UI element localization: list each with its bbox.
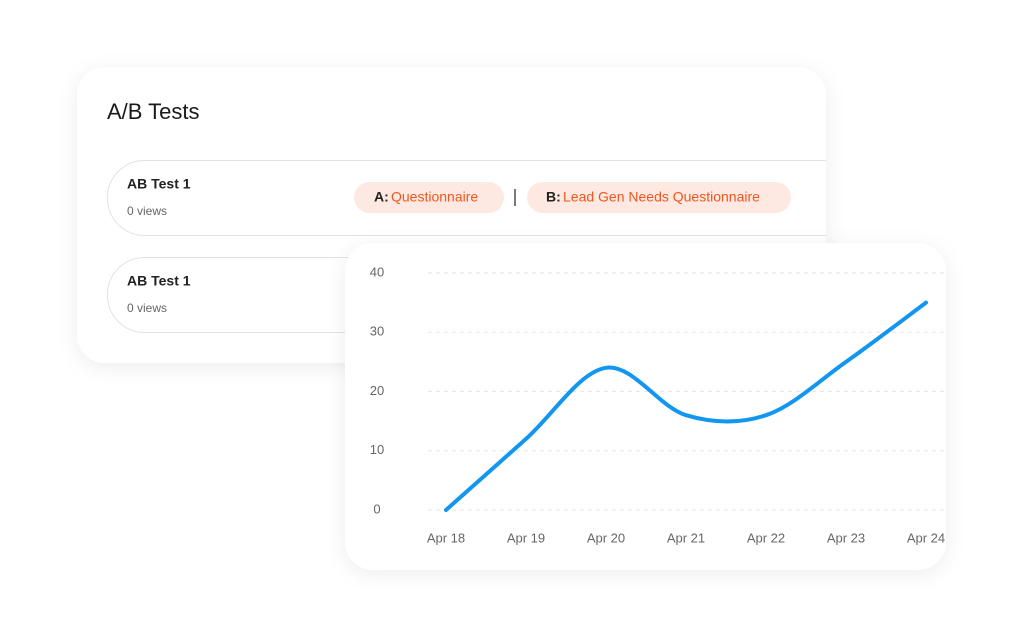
chart-card xyxy=(345,243,946,570)
variant-pill[interactable] xyxy=(354,182,504,213)
variant-name: Questionnaire xyxy=(391,189,478,205)
variant-pill[interactable] xyxy=(527,182,791,213)
variant-label: A: xyxy=(374,189,389,205)
y-tick-label: 0 xyxy=(373,501,380,516)
y-tick-label: 20 xyxy=(370,383,384,398)
test-views: 0 views xyxy=(127,301,167,315)
data-line xyxy=(444,300,928,512)
x-tick-label: Apr 19 xyxy=(507,530,545,545)
test-name: AB Test 1 xyxy=(127,176,191,192)
x-tick-label: Apr 18 xyxy=(427,530,465,545)
x-tick-label: Apr 24 xyxy=(907,530,945,545)
panel-title: A/B Tests xyxy=(107,99,200,124)
x-tick-label: Apr 22 xyxy=(747,530,785,545)
x-tick-label: Apr 20 xyxy=(587,530,625,545)
x-tick-label: Apr 21 xyxy=(667,530,705,545)
variant-name: Lead Gen Needs Questionnaire xyxy=(563,189,760,205)
x-tick-label: Apr 23 xyxy=(827,530,865,545)
y-tick-label: 40 xyxy=(370,264,384,279)
test-name: AB Test 1 xyxy=(127,273,191,289)
y-tick-label: 30 xyxy=(370,324,384,339)
y-tick-label: 10 xyxy=(370,442,384,457)
chart: 0 10 20 30 40 Apr 18 Apr 19 Apr 20 Apr 21 Apr 22 A… xyxy=(370,264,946,545)
test-views: 0 views xyxy=(127,204,167,218)
variant-label: B: xyxy=(546,189,561,205)
